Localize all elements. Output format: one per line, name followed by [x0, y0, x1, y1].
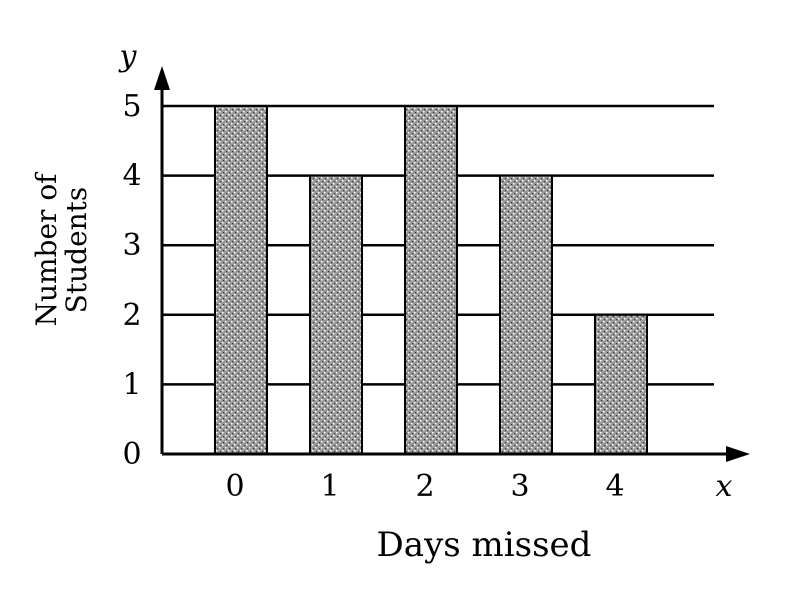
y-axis-label-line-1: Number of: [30, 171, 63, 327]
y-tick-label-5: 5: [122, 89, 141, 124]
x-axis-letter: x: [716, 469, 733, 504]
x-axis-label: Days missed: [377, 525, 592, 565]
x-tick-label-4: 4: [605, 469, 624, 504]
x-tick-label-3: 3: [510, 469, 529, 504]
y-tick-label-2: 2: [122, 298, 141, 333]
y-axis-label-line-2: Students: [60, 187, 93, 314]
y-tick-label-1: 1: [122, 367, 141, 402]
bar-1: [309, 174, 363, 455]
axes: [154, 66, 750, 462]
y-tick-labels: 0 1 2 3 4 5: [122, 89, 141, 472]
x-tick-label-1: 1: [320, 469, 339, 504]
x-tick-labels: 0 1 2 3 4: [225, 469, 624, 504]
y-tick-label-0: 0: [122, 437, 141, 472]
x-tick-label-0: 0: [225, 469, 244, 504]
bars: [214, 105, 648, 455]
y-tick-label-3: 3: [122, 228, 141, 263]
x-tick-label-2: 2: [415, 469, 434, 504]
y-tick-label-4: 4: [122, 159, 141, 194]
y-axis-arrow: [154, 66, 170, 90]
x-axis-arrow: [726, 446, 750, 462]
y-axis-label: Number of Students: [30, 171, 93, 327]
bar-0: [214, 105, 268, 455]
bar-2: [404, 105, 458, 455]
bar-4: [594, 313, 648, 455]
y-axis-letter: y: [118, 39, 138, 74]
bar-3: [499, 174, 553, 455]
